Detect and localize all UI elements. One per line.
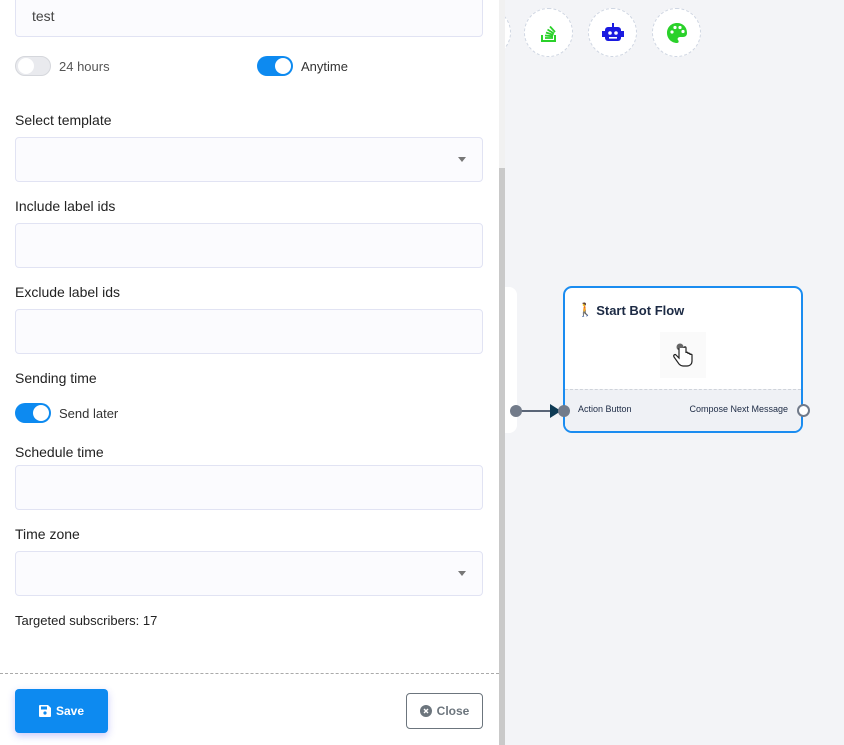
save-label: Save bbox=[55, 704, 85, 718]
send-later-toggle[interactable] bbox=[15, 403, 51, 423]
input-port[interactable] bbox=[558, 405, 570, 417]
action-button-port-label: Action Button bbox=[578, 404, 632, 414]
schedule-time-label: Schedule time bbox=[15, 444, 104, 460]
exclude-label-ids-input[interactable] bbox=[15, 309, 483, 354]
include-label-ids-label: Include label ids bbox=[15, 198, 116, 214]
exclude-label-ids-label: Exclude label ids bbox=[15, 284, 121, 300]
footer-divider bbox=[0, 673, 499, 674]
panel-scrollbar[interactable] bbox=[499, 0, 505, 745]
palette-tool-button[interactable] bbox=[652, 8, 701, 57]
start-bot-flow-node[interactable]: 🚶 Start Bot Flow Action Button Compose N… bbox=[563, 286, 803, 433]
targeted-subscribers: Targeted subscribers: 17 bbox=[15, 613, 158, 628]
floppy-disk-icon bbox=[38, 705, 51, 717]
close-button[interactable]: Close bbox=[406, 693, 483, 729]
pointer-hand-icon bbox=[660, 332, 706, 378]
compose-next-message-port[interactable] bbox=[797, 404, 810, 417]
dropdown-caret-icon bbox=[458, 157, 466, 162]
stackoverflow-tool-button[interactable] bbox=[524, 8, 573, 57]
broadcast-settings-panel: test 24 hours Anytime Select template In… bbox=[0, 0, 499, 745]
select-template-dropdown[interactable] bbox=[15, 137, 483, 182]
dropdown-caret-icon bbox=[458, 571, 466, 576]
previous-node[interactable] bbox=[505, 287, 517, 433]
robot-icon bbox=[601, 22, 624, 41]
palette-icon bbox=[666, 22, 687, 43]
scrollbar-thumb[interactable] bbox=[499, 168, 505, 745]
anytime-label: Anytime bbox=[301, 59, 348, 74]
send-later-label: Send later bbox=[59, 406, 119, 421]
walking-icon: 🚶 bbox=[577, 302, 594, 317]
save-button[interactable]: Save bbox=[15, 689, 108, 733]
24-hours-toggle[interactable] bbox=[15, 56, 51, 76]
sending-time-label: Sending time bbox=[15, 370, 97, 386]
select-template-label: Select template bbox=[15, 112, 112, 128]
stackoverflow-icon bbox=[540, 25, 556, 42]
node-title: Start Bot Flow bbox=[596, 302, 685, 318]
robot-tool-button[interactable] bbox=[588, 8, 637, 57]
anytime-toggle[interactable] bbox=[257, 56, 293, 76]
close-circle-icon bbox=[419, 705, 432, 717]
24-hours-label: 24 hours bbox=[59, 59, 110, 74]
time-zone-label: Time zone bbox=[15, 526, 80, 542]
close-label: Close bbox=[436, 704, 470, 718]
time-zone-dropdown[interactable] bbox=[15, 551, 483, 596]
connection-edge bbox=[510, 404, 561, 418]
schedule-time-input[interactable] bbox=[15, 465, 483, 510]
name-input[interactable]: test bbox=[15, 0, 483, 37]
name-value: test bbox=[32, 8, 55, 24]
compose-next-message-label: Compose Next Message bbox=[689, 404, 788, 414]
include-label-ids-input[interactable] bbox=[15, 223, 483, 268]
output-port[interactable] bbox=[510, 405, 522, 417]
